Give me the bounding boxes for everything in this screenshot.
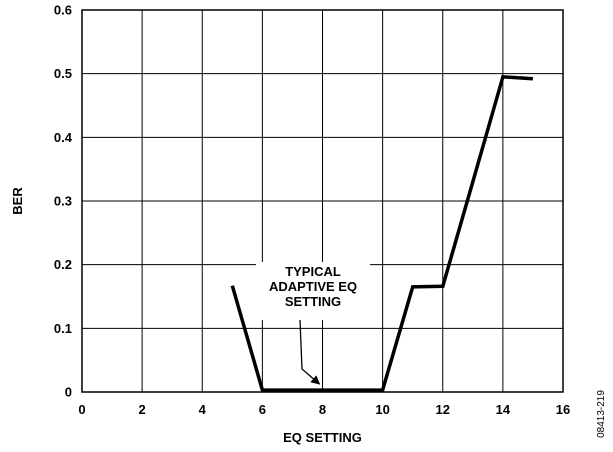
x-tick-label: 6 <box>259 402 266 417</box>
annotation-text-line: TYPICAL <box>285 264 341 279</box>
grid-lines <box>82 10 563 392</box>
ber-series-line <box>230 74 534 392</box>
x-tick-label: 4 <box>199 402 207 417</box>
x-axis-label: EQ SETTING <box>283 430 362 445</box>
annotation-background <box>256 262 370 320</box>
figure-id: 08413-219 <box>596 390 607 438</box>
y-tick-labels: 0 0.1 0.2 0.3 0.4 0.5 0.6 <box>54 3 73 400</box>
y-axis-label: BER <box>10 187 25 215</box>
annotation-arrow <box>299 319 321 385</box>
x-tick-label: 14 <box>496 402 511 417</box>
plot-frame <box>81 9 564 393</box>
y-tick-label: 0.4 <box>54 130 73 145</box>
y-tick-label: 0 <box>65 385 72 400</box>
x-tick-label: 10 <box>375 402 389 417</box>
annotation-text-line: SETTING <box>285 294 341 309</box>
x-tick-label: 12 <box>436 402 450 417</box>
y-tick-label: 0.2 <box>54 257 72 272</box>
y-tick-label: 0.1 <box>54 321 72 336</box>
annotation-text-line: ADAPTIVE EQ <box>269 279 357 294</box>
x-tick-labels: 0 2 4 6 8 10 12 14 16 <box>78 402 570 417</box>
x-tick-label: 2 <box>139 402 146 417</box>
series-layer <box>230 74 534 392</box>
y-tick-label: 0.6 <box>54 3 72 18</box>
y-tick-label: 0.3 <box>54 194 72 209</box>
x-tick-label: 16 <box>556 402 570 417</box>
x-tick-label: 8 <box>319 402 326 417</box>
x-tick-label: 0 <box>78 402 85 417</box>
y-tick-label: 0.5 <box>54 66 72 81</box>
